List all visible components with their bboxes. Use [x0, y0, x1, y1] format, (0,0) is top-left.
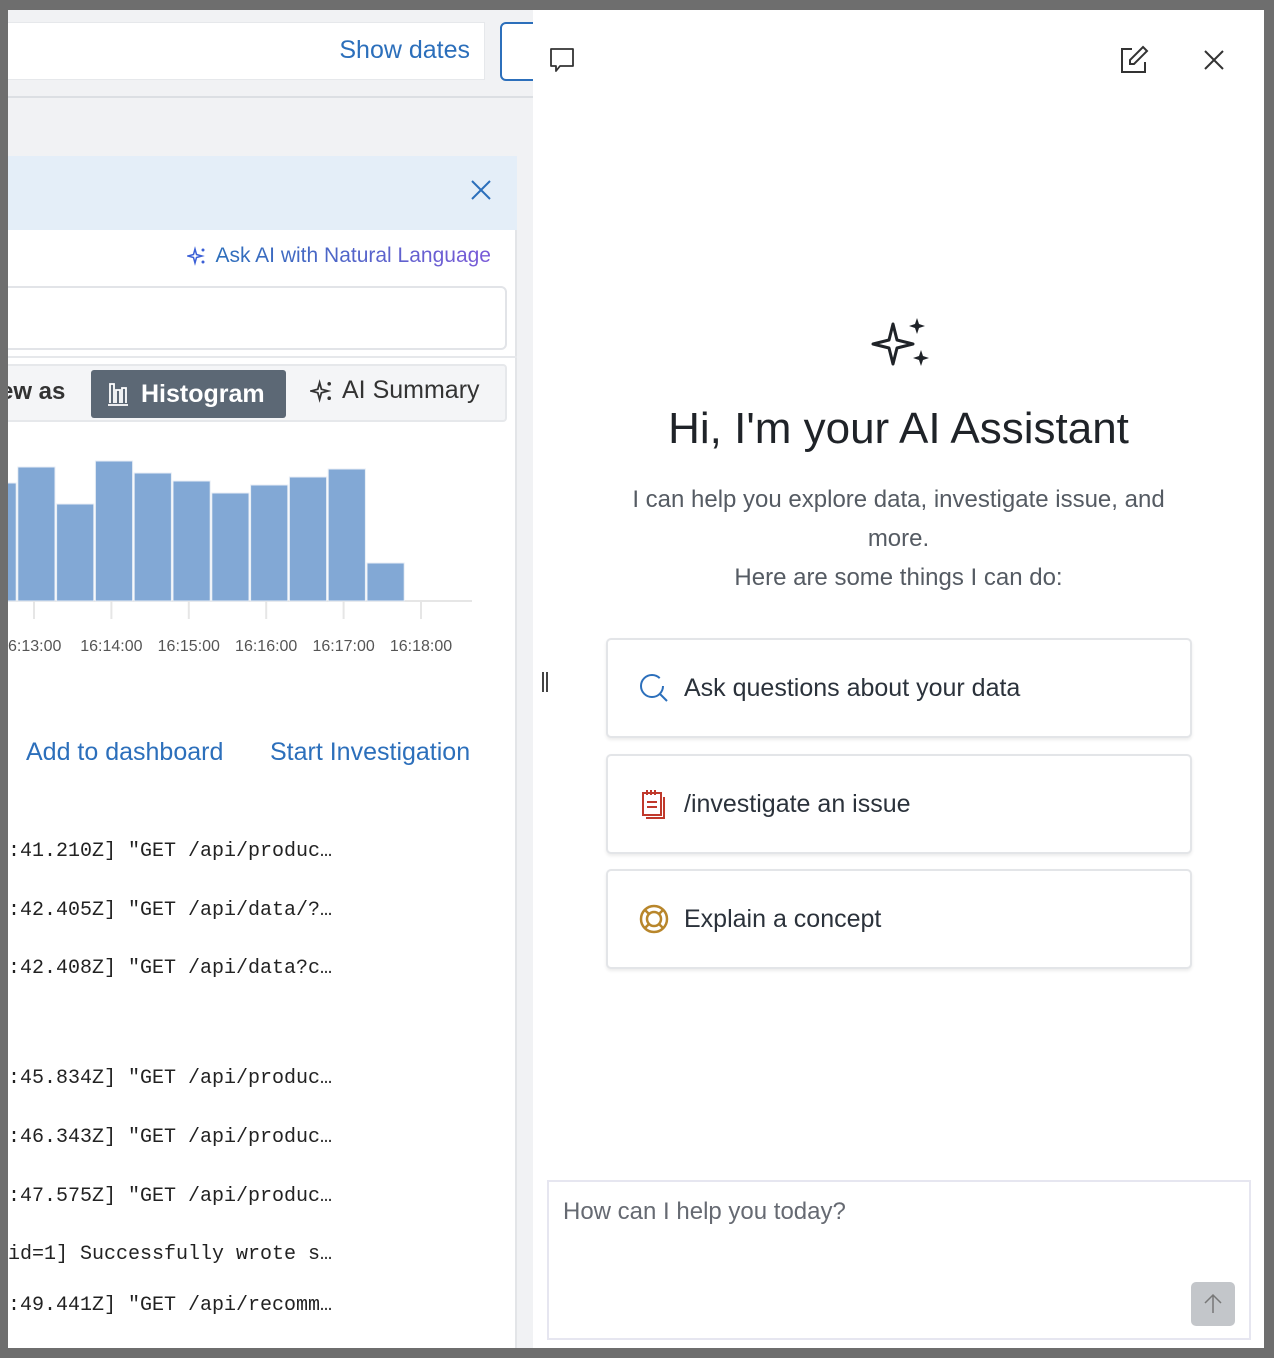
ai-summary-label: AI Summary [342, 376, 480, 404]
log-row[interactable]: id=1] Successfully wrote s… [8, 1243, 333, 1266]
subtitle-line: Here are some things I can do: [734, 564, 1063, 591]
histogram-bar[interactable] [17, 466, 56, 602]
log-row[interactable]: :49.441Z] "GET /api/recomm… [8, 1294, 333, 1317]
new-chat-icon[interactable] [1118, 44, 1150, 76]
x-tick-label: 16:16:00 [235, 638, 297, 655]
arrow-up-icon [1204, 1293, 1222, 1313]
histogram-bar[interactable] [250, 484, 289, 602]
view-switcher: ew as Histogram AI Summary [8, 364, 507, 422]
suggestion-investigate[interactable]: /investigate an issue [606, 754, 1192, 854]
log-row[interactable]: :42.408Z] "GET /api/data?c… [8, 957, 333, 980]
suggestion-label: Explain a concept [684, 904, 882, 933]
histogram-bar[interactable] [8, 482, 17, 602]
x-tick-label: 16:14:00 [80, 638, 142, 655]
chat-icon[interactable] [548, 46, 576, 74]
histogram-bar[interactable] [327, 468, 366, 602]
search-icon [640, 674, 668, 702]
add-to-dashboard-button[interactable]: Add to dashboard [26, 738, 224, 766]
assistant-subtitle: I can help you explore data, investigate… [533, 480, 1264, 597]
close-icon[interactable] [469, 178, 493, 202]
x-tick-label: 16:15:00 [158, 638, 220, 655]
histogram-bar[interactable] [366, 562, 405, 602]
log-row[interactable]: :42.405Z] "GET /api/data/?… [8, 899, 333, 922]
suggestion-ask-questions[interactable]: Ask questions about your data [606, 638, 1192, 738]
log-row[interactable]: :46.343Z] "GET /api/produc… [8, 1126, 333, 1149]
sparkle-icon [310, 378, 332, 403]
suggestion-explain-concept[interactable]: Explain a concept [606, 869, 1192, 969]
query-card: Ask AI with Natural Language ew as Histo… [8, 230, 517, 1348]
subtitle-line: more. [867, 525, 930, 552]
assistant-title: Hi, I'm your AI Assistant [668, 404, 1129, 453]
query-input[interactable] [8, 286, 507, 350]
chat-input-box [547, 1180, 1251, 1340]
histogram-bar[interactable] [211, 492, 250, 602]
divider [8, 356, 517, 358]
log-row[interactable]: :47.575Z] "GET /api/produc… [8, 1185, 333, 1208]
sparkles-icon [871, 318, 929, 366]
histogram-bar[interactable] [172, 480, 211, 602]
log-row[interactable]: :45.834Z] "GET /api/produc… [8, 1067, 333, 1090]
discover-panel: Show dates Ask AI with Natural Language … [8, 10, 533, 1348]
histogram-chart: 6:13:00 16:14:00 16:15:00 16:16:00 16:17:00 1… [8, 460, 472, 655]
histogram-bar[interactable] [133, 472, 172, 602]
resize-handle[interactable] [542, 672, 548, 692]
ai-assistant-panel: Hi, I'm your AI Assistant I can help you… [533, 10, 1264, 1348]
x-tick-label: 6:13:00 [8, 638, 61, 655]
query-button[interactable] [500, 22, 533, 81]
app-window: Show dates Ask AI with Natural Language … [8, 10, 1264, 1348]
log-row[interactable]: :41.210Z] "GET /api/produc… [8, 840, 333, 863]
histogram-bar[interactable] [288, 476, 328, 602]
histogram-tab[interactable]: Histogram [91, 370, 286, 418]
info-banner [8, 156, 517, 230]
notepad-icon [642, 790, 665, 819]
x-tick-label: 16:18:00 [390, 638, 452, 655]
divider [8, 96, 533, 98]
sparkle-icon [187, 246, 206, 266]
x-tick-label: 16:17:00 [312, 638, 374, 655]
view-as-label: ew as [8, 378, 66, 405]
histogram-bar[interactable] [56, 503, 95, 602]
histogram-icon [108, 383, 128, 406]
start-investigation-button[interactable]: Start Investigation [270, 738, 471, 766]
close-icon[interactable] [1203, 49, 1225, 71]
show-dates-link[interactable]: Show dates [339, 36, 470, 64]
ai-summary-tab[interactable]: AI Summary [310, 376, 480, 405]
suggestion-label: /investigate an issue [684, 789, 911, 818]
chat-input[interactable] [549, 1182, 1249, 1338]
histogram-label: Histogram [141, 379, 265, 408]
histogram-bar[interactable] [94, 460, 134, 602]
subtitle-line: I can help you explore data, investigate… [632, 486, 1165, 513]
suggestion-label: Ask questions about your data [684, 673, 1021, 702]
send-button[interactable] [1191, 1282, 1235, 1326]
lifebuoy-icon [639, 904, 669, 934]
ask-ai-label: Ask AI with Natural Language [215, 244, 491, 267]
ask-ai-link[interactable]: Ask AI with Natural Language [187, 244, 491, 268]
date-bar: Show dates [8, 22, 485, 80]
